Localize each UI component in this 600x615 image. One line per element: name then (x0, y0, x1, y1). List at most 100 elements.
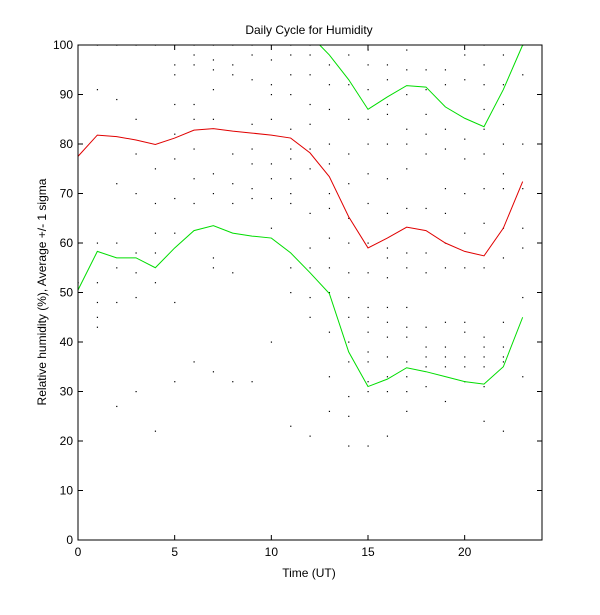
observation-point (425, 207, 427, 210)
observation-point (348, 316, 350, 318)
y-tick-label: 80 (60, 137, 74, 151)
observation-point (251, 381, 253, 383)
observation-point (367, 391, 369, 393)
observation-point (502, 346, 505, 348)
observation-point (309, 123, 311, 125)
observation-point (193, 103, 195, 106)
observation-point (174, 158, 176, 160)
observation-point (193, 148, 195, 150)
observation-point (96, 326, 99, 328)
observation-point (309, 316, 311, 318)
observation-point (135, 153, 137, 155)
observation-point (502, 257, 505, 259)
observation-point (154, 168, 157, 170)
observation-point (386, 178, 389, 180)
y-tick-label: 100 (53, 38, 73, 52)
observation-point (116, 183, 118, 185)
observation-point (425, 153, 427, 155)
observation-point (406, 252, 408, 254)
observation-point (212, 59, 215, 61)
observation-points (77, 44, 524, 447)
observation-point (444, 356, 447, 358)
observation-point (386, 435, 389, 437)
observation-point (464, 79, 466, 81)
observation-point (309, 54, 311, 56)
observation-point (483, 356, 485, 358)
observation-point (367, 445, 369, 447)
observation-point (328, 84, 331, 86)
observation-point (328, 163, 331, 165)
observation-point (212, 371, 215, 373)
observation-point (406, 391, 408, 393)
observation-point (154, 202, 157, 205)
observation-point (96, 242, 99, 244)
observation-point (406, 376, 408, 378)
observation-point (232, 153, 234, 155)
observation-point (483, 386, 485, 388)
observation-point (406, 128, 408, 130)
observation-point (270, 94, 273, 96)
observation-point (309, 168, 311, 170)
observation-point (425, 366, 427, 368)
observation-point (212, 267, 215, 269)
observation-point (116, 267, 118, 269)
observation-point (154, 282, 157, 284)
x-tick-label: 15 (361, 545, 375, 559)
observation-point (309, 103, 311, 106)
observation-point (193, 64, 195, 66)
minus-sigma-line (77, 225, 524, 388)
observation-point (290, 267, 292, 269)
y-tick-label: 10 (60, 484, 74, 498)
observation-point (406, 267, 408, 269)
y-axis-label: Relative humidity (%), Average +/- 1 sig… (35, 178, 49, 405)
observation-point (425, 356, 427, 358)
observation-point (309, 148, 311, 150)
observation-point (328, 376, 331, 378)
observation-point (348, 272, 350, 274)
plus-sigma-line (319, 44, 524, 128)
observation-point (232, 202, 234, 205)
observation-point (232, 183, 234, 185)
observation-point (386, 113, 389, 115)
x-tick-label: 5 (171, 545, 178, 559)
observation-point (367, 242, 369, 244)
observation-point (348, 341, 350, 343)
observation-point (444, 148, 447, 150)
observation-point (309, 74, 311, 76)
observation-point (367, 64, 369, 66)
observation-point (174, 197, 176, 200)
observation-point (232, 74, 234, 76)
observation-point (483, 153, 485, 155)
observation-point (251, 123, 253, 125)
observation-point (444, 366, 447, 368)
observation-point (444, 267, 447, 269)
observation-point (464, 267, 466, 269)
observation-point (483, 267, 485, 269)
observation-point (232, 272, 234, 274)
observation-point (444, 84, 447, 86)
axis-ticks: 0 5 10 15 20 0 10 20 30 40 50 60 70 80 90 100 (53, 38, 542, 559)
observation-point (386, 336, 389, 338)
observation-point (444, 69, 447, 71)
observation-point (444, 212, 447, 214)
observation-point (174, 381, 176, 383)
observation-point (483, 64, 485, 66)
observation-point (348, 183, 350, 185)
observation-point (309, 247, 311, 249)
observation-point (367, 202, 369, 205)
observation-point (483, 336, 485, 338)
observation-point (270, 341, 273, 343)
observation-point (483, 420, 485, 422)
observation-point (328, 292, 331, 294)
observation-point (386, 356, 389, 358)
observation-point (348, 395, 350, 398)
observation-point (502, 143, 505, 145)
observation-point (251, 54, 253, 56)
observation-point (309, 267, 311, 269)
observation-point (444, 400, 447, 403)
observation-point (174, 64, 176, 66)
observation-point (367, 331, 369, 333)
observation-point (193, 361, 195, 363)
